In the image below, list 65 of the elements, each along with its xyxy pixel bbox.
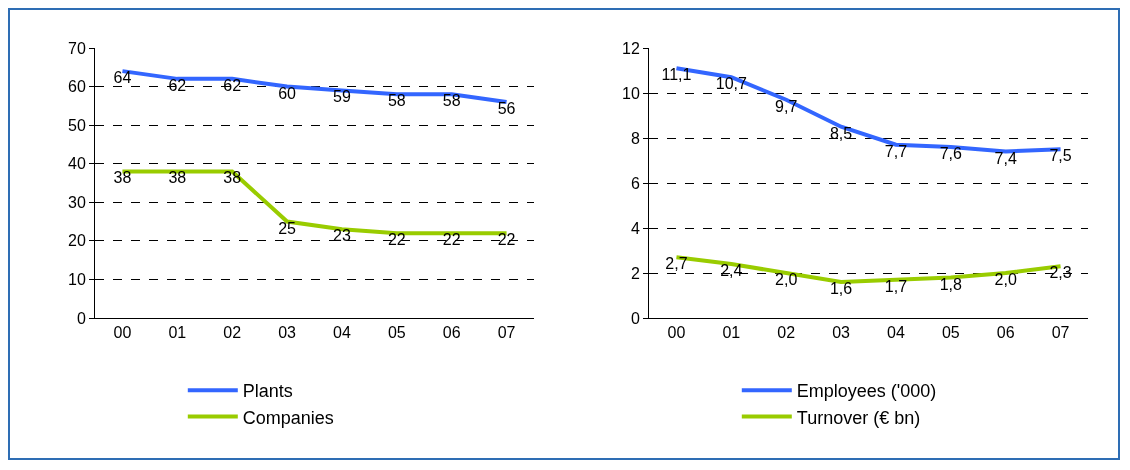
- x-tick-label: 03: [278, 324, 297, 342]
- data-label: 58: [442, 92, 461, 110]
- y-tick-label: 60: [68, 78, 86, 96]
- y-tick-label: 4: [630, 219, 640, 237]
- data-label: 22: [497, 231, 516, 249]
- data-label: 38: [223, 169, 242, 187]
- data-label: 59: [333, 88, 351, 106]
- x-tick-label: 00: [113, 324, 132, 342]
- data-label: 1,8: [939, 275, 963, 293]
- data-label: 22: [387, 231, 406, 249]
- data-label: 62: [168, 76, 187, 94]
- data-label: 1,6: [829, 280, 853, 297]
- data-label: 2,0: [994, 271, 1017, 288]
- x-tick-label: 04: [333, 324, 351, 342]
- data-label: 58: [387, 92, 406, 110]
- data-label: 56: [497, 100, 516, 117]
- y-tick-label: 30: [68, 193, 86, 211]
- x-tick-label: 05: [387, 324, 406, 342]
- data-label: 9,7: [775, 97, 798, 115]
- y-tick-label: 70: [68, 39, 86, 57]
- x-tick-label: 05: [941, 324, 960, 342]
- y-tick-label: 2: [630, 264, 640, 282]
- data-label: 7,7: [884, 142, 908, 160]
- y-tick-label: 50: [68, 116, 86, 134]
- x-tick-label: 06: [996, 324, 1015, 342]
- data-label: 7,6: [939, 145, 963, 162]
- data-label: 2,4: [720, 262, 743, 279]
- legend-label: Turnover (€ bn): [796, 407, 921, 428]
- legend-label: Companies: [242, 407, 334, 428]
- y-tick-label: 20: [68, 232, 86, 250]
- legend-label: Employees ('000): [796, 381, 937, 402]
- data-label: 7,4: [994, 149, 1017, 167]
- data-label: 10,7: [715, 75, 747, 93]
- data-label: 62: [223, 76, 242, 94]
- x-tick-label: 02: [777, 324, 796, 342]
- x-tick-label: 07: [1051, 324, 1070, 342]
- x-tick-label: 04: [887, 324, 905, 342]
- data-label: 2,0: [775, 271, 798, 288]
- x-tick-label: 07: [497, 324, 516, 342]
- y-tick-label: 6: [630, 174, 640, 192]
- y-tick-label: 0: [630, 309, 640, 327]
- data-label: 7,5: [1049, 147, 1072, 165]
- data-label: 11,1: [661, 66, 692, 84]
- x-tick-label: 01: [722, 324, 741, 342]
- y-tick-label: 10: [68, 271, 86, 289]
- y-tick-label: 12: [622, 39, 640, 57]
- legend-label: Plants: [242, 381, 293, 402]
- data-label: 22: [442, 231, 461, 249]
- y-tick-label: 8: [630, 129, 640, 147]
- y-tick-label: 40: [68, 155, 86, 173]
- y-tick-label: 0: [76, 309, 86, 327]
- x-tick-label: 00: [667, 324, 686, 342]
- data-label: 2,7: [665, 255, 688, 273]
- data-label: 38: [113, 169, 132, 187]
- data-label: 2,3: [1049, 264, 1072, 282]
- data-label: 38: [168, 169, 187, 187]
- x-tick-label: 03: [832, 324, 851, 342]
- data-label: 60: [278, 84, 297, 102]
- y-tick-label: 10: [622, 84, 640, 102]
- x-tick-label: 01: [168, 324, 187, 342]
- data-label: 25: [278, 219, 297, 237]
- data-label: 1,7: [884, 277, 908, 295]
- data-label: 64: [113, 69, 132, 87]
- x-tick-label: 06: [442, 324, 461, 342]
- x-tick-label: 02: [223, 324, 242, 342]
